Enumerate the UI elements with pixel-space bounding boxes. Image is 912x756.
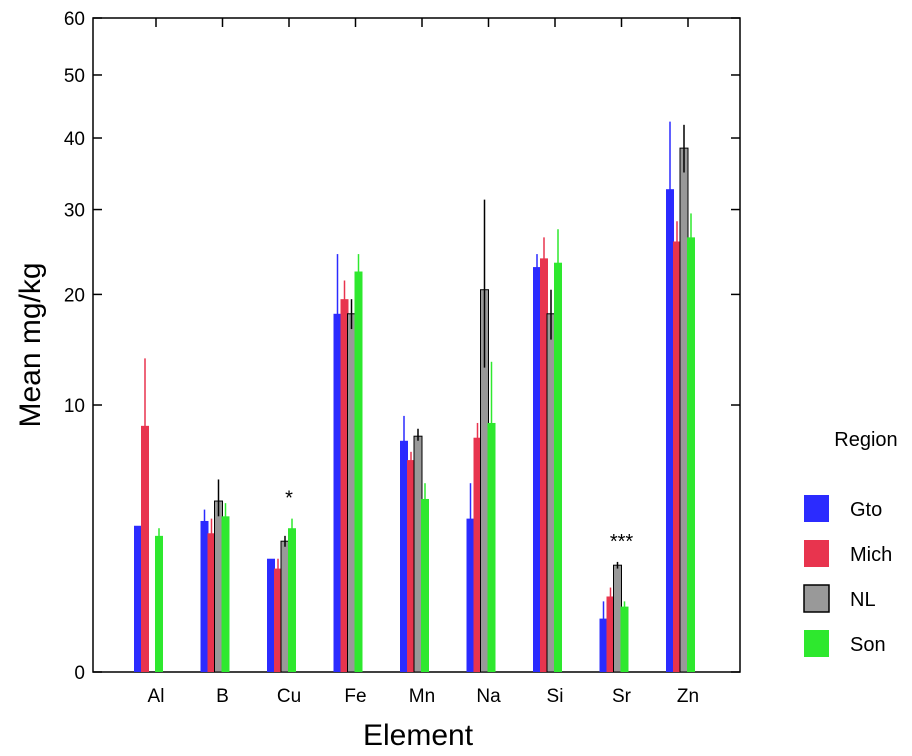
bar	[200, 520, 209, 672]
bar	[288, 528, 296, 672]
legend-swatch	[804, 630, 829, 657]
bar	[613, 564, 622, 673]
bar	[354, 271, 363, 672]
x-tick-label: Mn	[409, 686, 435, 707]
y-tick-label: 40	[64, 129, 85, 150]
bar	[487, 422, 496, 672]
bar	[421, 498, 429, 672]
bar	[340, 299, 349, 672]
y-axis-title: Mean mg/kg	[14, 262, 47, 427]
significance-marker: *	[285, 488, 293, 510]
legend-label: NL	[850, 589, 876, 611]
bar	[280, 540, 290, 673]
y-tick-label: 30	[64, 201, 85, 222]
bar	[540, 258, 548, 672]
bar	[134, 525, 142, 672]
bar	[666, 189, 674, 672]
annotations: ****	[285, 488, 633, 553]
legend-title: Region	[834, 429, 897, 451]
bar	[620, 606, 629, 672]
x-tick-label: Al	[148, 686, 165, 707]
legend-swatch	[803, 584, 830, 613]
bar	[606, 596, 615, 672]
y-tick-label: 60	[64, 9, 85, 30]
bar	[413, 435, 423, 673]
x-tick-label: Zn	[677, 686, 699, 707]
significance-marker: ***	[610, 531, 634, 553]
bar	[673, 241, 681, 672]
y-tick-label: 20	[64, 285, 85, 306]
bar	[546, 313, 556, 673]
bar	[221, 516, 230, 672]
x-tick-label: Cu	[277, 686, 301, 707]
bar	[333, 313, 342, 672]
bar	[679, 147, 689, 673]
bar	[141, 425, 149, 672]
bars	[134, 121, 695, 673]
x-tick-label: Si	[547, 686, 564, 707]
bar	[214, 500, 223, 673]
bar	[473, 437, 482, 672]
bar	[466, 518, 475, 672]
legend-label: Gto	[850, 499, 882, 521]
bar	[207, 533, 216, 672]
x-tick-label: Fe	[344, 686, 366, 707]
bar	[155, 535, 163, 672]
y-tick-label: 10	[64, 396, 85, 417]
x-tick-label: Sr	[612, 686, 632, 707]
bar	[407, 460, 415, 672]
legend-swatch	[804, 540, 829, 567]
x-tick-label: Na	[476, 686, 501, 707]
bar	[554, 262, 562, 672]
y-tick-label: 0	[74, 663, 85, 684]
bar	[347, 313, 356, 673]
legend: Region Gto Mich NL Son	[803, 429, 898, 657]
y-tick-label: 50	[64, 66, 85, 87]
legend-label: Son	[850, 634, 886, 656]
bar	[400, 440, 408, 672]
legend-label: Mich	[850, 544, 892, 566]
bar	[267, 558, 275, 672]
x-axis: Al B Cu Fe Mn Na Si Sr Zn	[148, 18, 699, 707]
bar	[533, 267, 541, 672]
bar	[687, 237, 695, 673]
x-axis-title: Element	[363, 719, 474, 752]
y-axis: 0 10 20 30 40 50 60	[64, 9, 740, 684]
x-tick-label: B	[216, 686, 229, 707]
legend-swatch	[804, 495, 829, 522]
bar	[274, 568, 282, 672]
